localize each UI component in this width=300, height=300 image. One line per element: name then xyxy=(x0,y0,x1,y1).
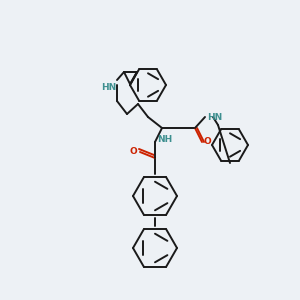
Text: O: O xyxy=(129,148,137,157)
Text: NH: NH xyxy=(157,134,172,143)
Text: HN: HN xyxy=(101,82,117,91)
Text: O: O xyxy=(203,137,211,146)
Text: HN: HN xyxy=(207,112,222,122)
